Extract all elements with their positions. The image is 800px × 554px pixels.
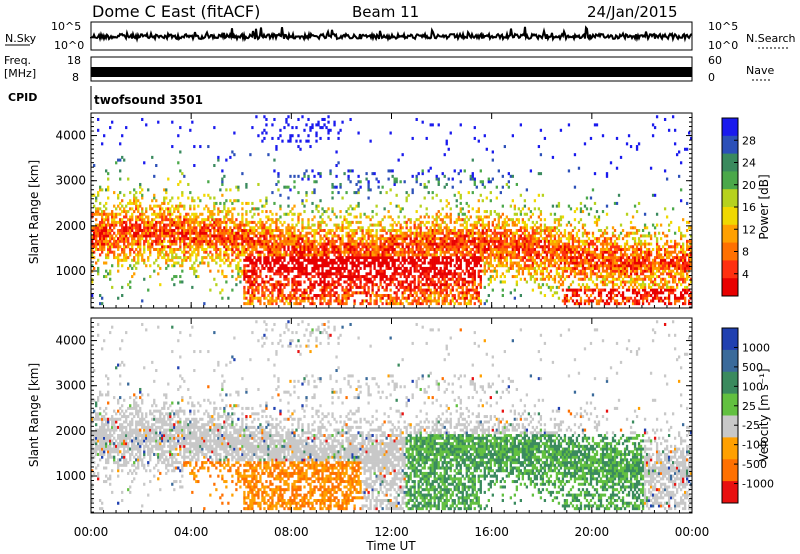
y-tick-label: 3000 [55,174,86,188]
colorbar-tick-label: -25 [742,419,760,432]
colorbar-swatch [722,328,738,351]
x-tick-label: 08:00 [274,525,309,539]
power-ylabel: Slant Range [km] [27,160,41,264]
freq-unit: [MHz] [4,67,36,80]
colorbar-tick-label: 12 [742,223,756,236]
nsky-tick-bottom: 10^0 [54,39,84,52]
colorbar-swatch [722,459,738,482]
velocity-colorbar-label: Velocity [m s⁻¹] [757,368,771,461]
colorbar-swatch [722,224,738,244]
y-tick-label: 1000 [55,264,86,278]
nsearch-tick-top: 10^5 [708,20,738,33]
x-tick-label: 00:00 [675,525,710,539]
velocity-colorbar: 1000 500 100 25 -25 -100 -500 -1000 [721,327,774,504]
x-axis-label: Time UT [365,539,416,553]
colorbar-tick-label: -100 [742,439,767,452]
x-axis-ticks: 00:00 04:00 08:00 12:00 16:00 20:00 00:00 [74,113,710,539]
y-tick-label: 2000 [55,424,86,438]
colorbar-swatch [722,278,738,297]
colorbar-tick-label: 25 [742,400,756,413]
colorbar-swatch [722,437,738,460]
colorbar-tick-label: 20 [742,179,756,192]
power-colorbar-label: Power [dB] [757,174,771,239]
colorbar-swatch [722,393,738,416]
colorbar-swatch [722,171,738,190]
cpid-label: CPID [8,91,37,104]
nsearch-label: N.Search [746,32,796,45]
colorbar-tick-label: 1000 [742,341,770,354]
nsky-trace [90,25,693,43]
colorbar-tick-label: -500 [742,458,767,471]
x-tick-label: 04:00 [174,525,209,539]
power-axes: 1000 2000 3000 4000 [55,117,692,308]
freq-tick-top: 18 [67,54,81,67]
colorbar-swatch [722,481,738,504]
y-tick-label: 4000 [55,334,86,348]
colorbar-tick-label: 4 [742,268,749,281]
date-title: 24/Jan/2015 [587,3,678,21]
power-heatmap [91,115,693,306]
x-tick-label: 16:00 [474,525,509,539]
colorbar-swatch [722,135,738,155]
y-tick-label: 1000 [55,469,86,483]
colorbar-swatch [722,415,738,438]
station-title: Dome C East (fitACF) [92,2,260,21]
nave-trace [91,67,692,77]
colorbar-swatch [722,349,738,373]
y-tick-label: 3000 [55,379,86,393]
colorbar-swatch [722,153,738,172]
nsearch-tick-bottom: 10^0 [708,39,738,52]
colorbar-swatch [722,371,738,395]
velocity-ylabel: Slant Range [km] [27,363,41,467]
velocity-heatmap [91,320,693,511]
colorbar-tick-label: 28 [742,134,756,147]
nave-tick-bottom: 0 [708,71,715,84]
nave-tick-top: 60 [708,54,722,67]
colorbar-tick-label: 24 [742,157,756,170]
y-tick-label: 4000 [55,129,86,143]
colorbar-tick-label: 8 [742,246,749,259]
nsky-panel-frame [90,21,693,51]
colorbar-frame [721,327,739,504]
x-tick-label: 12:00 [374,525,409,539]
nsky-tick-top: 10^5 [51,20,81,33]
colorbar-tick-label: 16 [742,201,756,214]
colorbar-swatch [722,189,738,208]
colorbar-swatch [722,260,738,279]
y-tick-label: 2000 [55,219,86,233]
x-tick-label: 20:00 [575,525,610,539]
freq-tick-bottom: 8 [72,71,79,84]
beam-title: Beam 11 [352,3,419,21]
colorbar-tick-label: 100 [742,380,763,393]
colorbar-tick-label: -1000 [742,478,774,491]
power-colorbar: 28 24 20 16 12 8 4 [721,117,756,297]
colorbar-tick-label: 500 [742,361,763,374]
nsky-label: N.Sky [5,32,37,45]
x-tick-label: 00:00 [74,525,109,539]
freq-label: Freq. [4,54,31,67]
colorbar-swatch [722,207,738,226]
cpid-value: twofsound 3501 [94,93,203,107]
nsky-trace-line [90,25,693,43]
nave-label: Nave [746,64,774,77]
colorbar-swatch [722,118,738,137]
colorbar-swatch [722,242,738,261]
